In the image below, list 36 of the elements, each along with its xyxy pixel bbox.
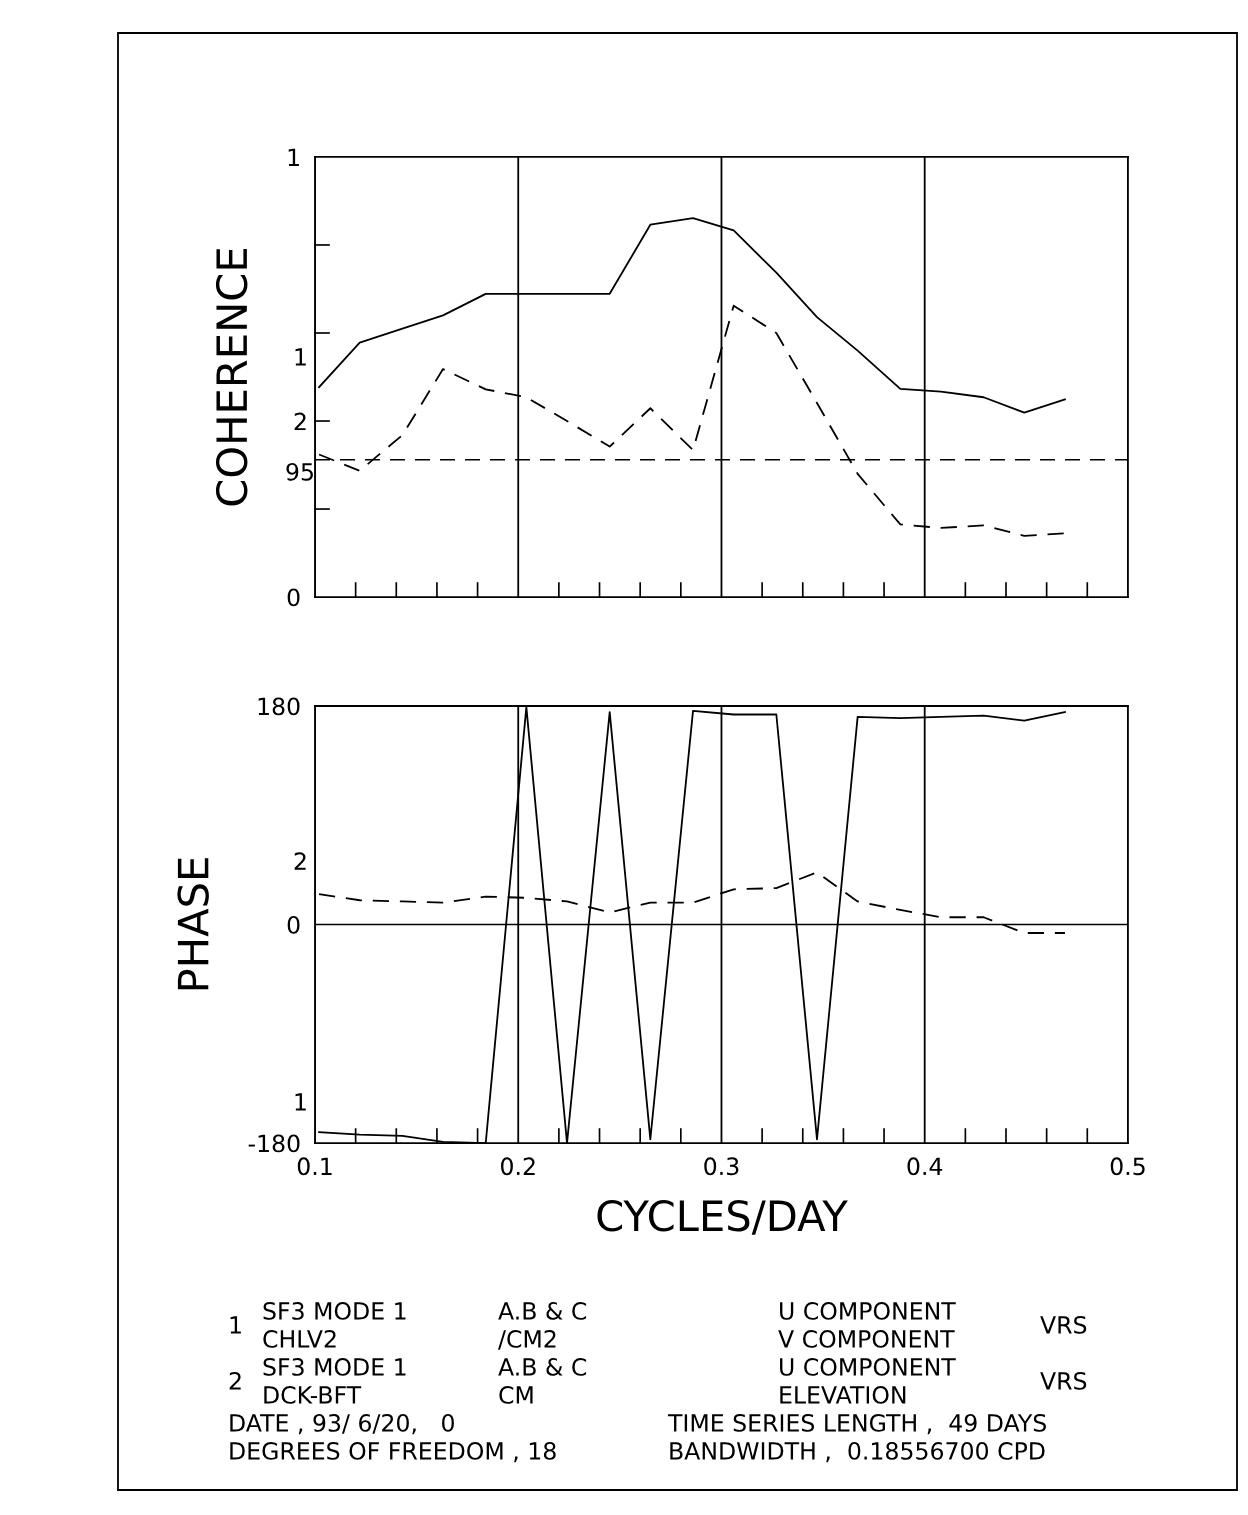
text: /CM2: [498, 1329, 556, 1350]
text: 2: [229, 1371, 241, 1390]
y-tick-label: 0: [287, 915, 300, 934]
text: DEGREES OF FREEDOM , 18: [230, 1441, 556, 1463]
y-axis-title: COHERENCE: [215, 248, 248, 506]
y-tick-label: -180: [248, 1134, 300, 1153]
text: VRS: [1040, 1315, 1087, 1334]
x-tick-label: 0.1: [297, 1157, 332, 1176]
y-axis-title: PHASE: [177, 858, 209, 990]
x-axis-title: CYCLES/DAY: [597, 1199, 848, 1235]
text: DCK-BFT: [264, 1385, 362, 1404]
text: U COMPONENT: [780, 1301, 956, 1320]
x-tick-label: 0.2: [501, 1157, 535, 1176]
text: A.B & C: [498, 1301, 587, 1320]
text: V COMPONENT: [778, 1329, 955, 1348]
annotation: 95: [286, 462, 313, 481]
text: 1: [230, 1316, 241, 1334]
x-tick-label: 0.4: [907, 1157, 943, 1176]
text: TIME SERIES LENGTH , 49 DAYS: [667, 1413, 1046, 1435]
x-tick-label: 0.5: [1110, 1157, 1145, 1176]
x-tick-label: 0.3: [704, 1157, 739, 1176]
y-tick-label: 1: [288, 148, 299, 166]
text: U COMPONENT: [780, 1357, 956, 1376]
text: ELEVATION: [780, 1385, 906, 1404]
text: CM: [499, 1385, 533, 1404]
series-label: 2: [294, 412, 306, 431]
text: SF3 MODE 1: [263, 1357, 406, 1376]
text: SF3 MODE 1: [263, 1301, 406, 1320]
text: VRS: [1040, 1371, 1087, 1390]
text: DATE , 93/ 6/20, 0: [230, 1413, 454, 1435]
text: BANDWIDTH , 0.18556700 CPD: [670, 1441, 1045, 1463]
y-tick-label: 180: [258, 697, 300, 716]
y-tick-label: 0: [287, 588, 300, 607]
text: A.B & C: [498, 1357, 587, 1376]
text: CHLV2: [263, 1329, 336, 1348]
series-label: 2: [294, 852, 306, 870]
